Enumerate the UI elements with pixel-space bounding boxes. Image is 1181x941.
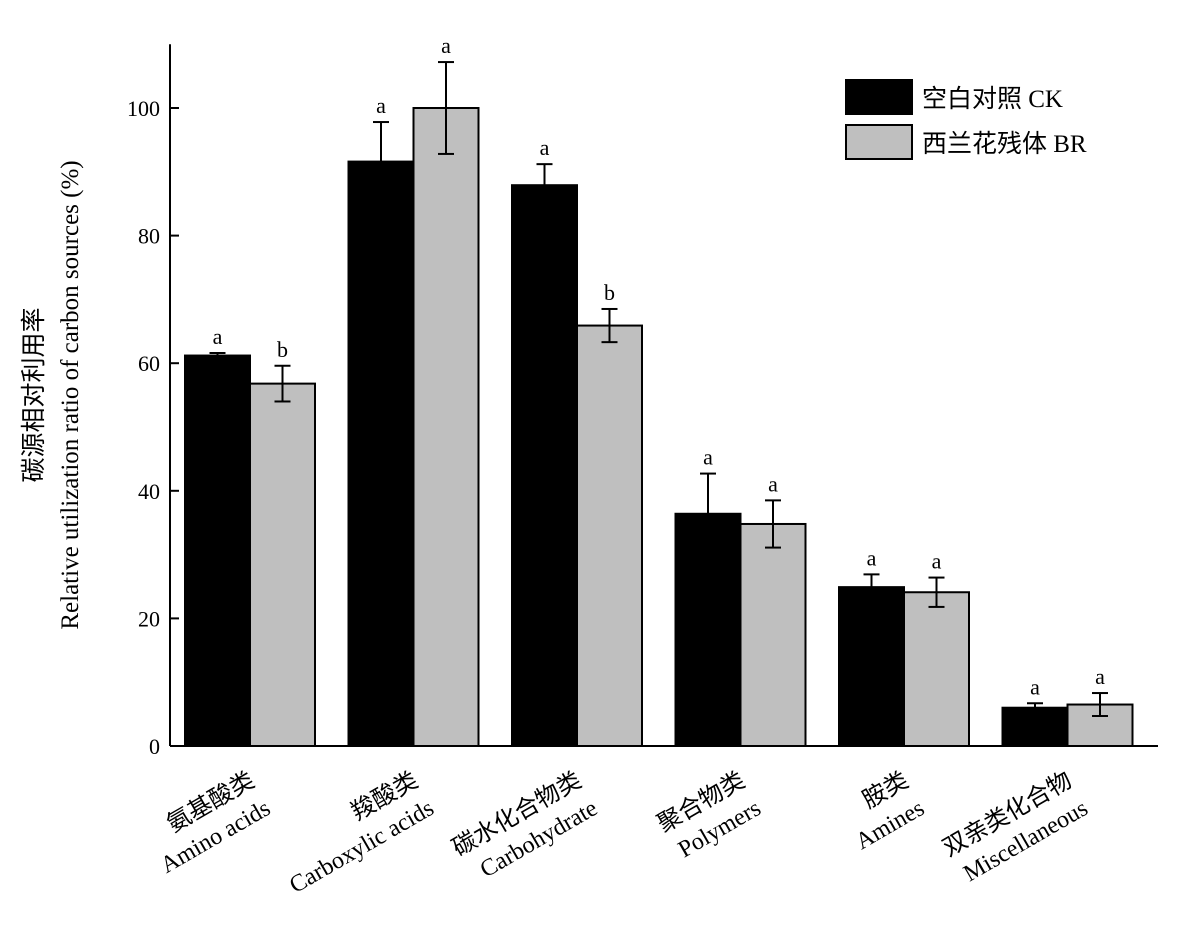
- category-label-en: Amines: [851, 795, 929, 855]
- y-tick-label: 80: [138, 224, 160, 249]
- significance-letter: b: [277, 337, 288, 362]
- bar: [412, 107, 480, 747]
- significance-letter: b: [604, 280, 615, 305]
- y-tick-label: 60: [138, 351, 160, 376]
- significance-letter: a: [540, 135, 550, 160]
- significance-letter: a: [1095, 664, 1105, 689]
- y-axis-title: 碳源相对利用率 Relative utilization ratio of ca…: [20, 160, 84, 629]
- significance-letter: a: [1030, 674, 1040, 699]
- bar: [347, 160, 415, 748]
- legend-swatch: [845, 79, 913, 115]
- bar: [511, 184, 578, 747]
- significance-letter: a: [376, 93, 386, 118]
- bar: [838, 586, 905, 747]
- y-tick-label: 100: [127, 96, 160, 121]
- y-axis-title-cn: 碳源相对利用率: [20, 307, 48, 482]
- significance-letter: a: [867, 545, 877, 570]
- y-tick-label: 20: [138, 606, 160, 631]
- bar: [739, 522, 807, 748]
- bar: [184, 354, 251, 747]
- plot-area: 0 20 40 60 80 100 a b a a a b a a a a a a: [127, 33, 1158, 759]
- significance-letter: a: [703, 445, 713, 470]
- legend-label: 西兰花残体 BR: [922, 130, 1087, 158]
- legend-label: 空白对照 CK: [922, 85, 1063, 113]
- significance-letter: a: [768, 471, 778, 496]
- bar: [249, 382, 316, 747]
- y-tick-label: 40: [138, 479, 160, 504]
- legend-swatch: [845, 124, 913, 160]
- legend: 空白对照 CK 西兰花残体 BR: [845, 79, 1087, 160]
- y-axis-title-en: Relative utilization ratio of carbon sou…: [57, 160, 84, 629]
- bar: [576, 324, 643, 747]
- significance-letter: a: [441, 33, 451, 58]
- y-tick-label: 0: [149, 734, 160, 759]
- significance-letter: a: [213, 324, 223, 349]
- bar: [1001, 706, 1069, 747]
- bar: [903, 591, 970, 747]
- significance-letter: a: [932, 549, 942, 574]
